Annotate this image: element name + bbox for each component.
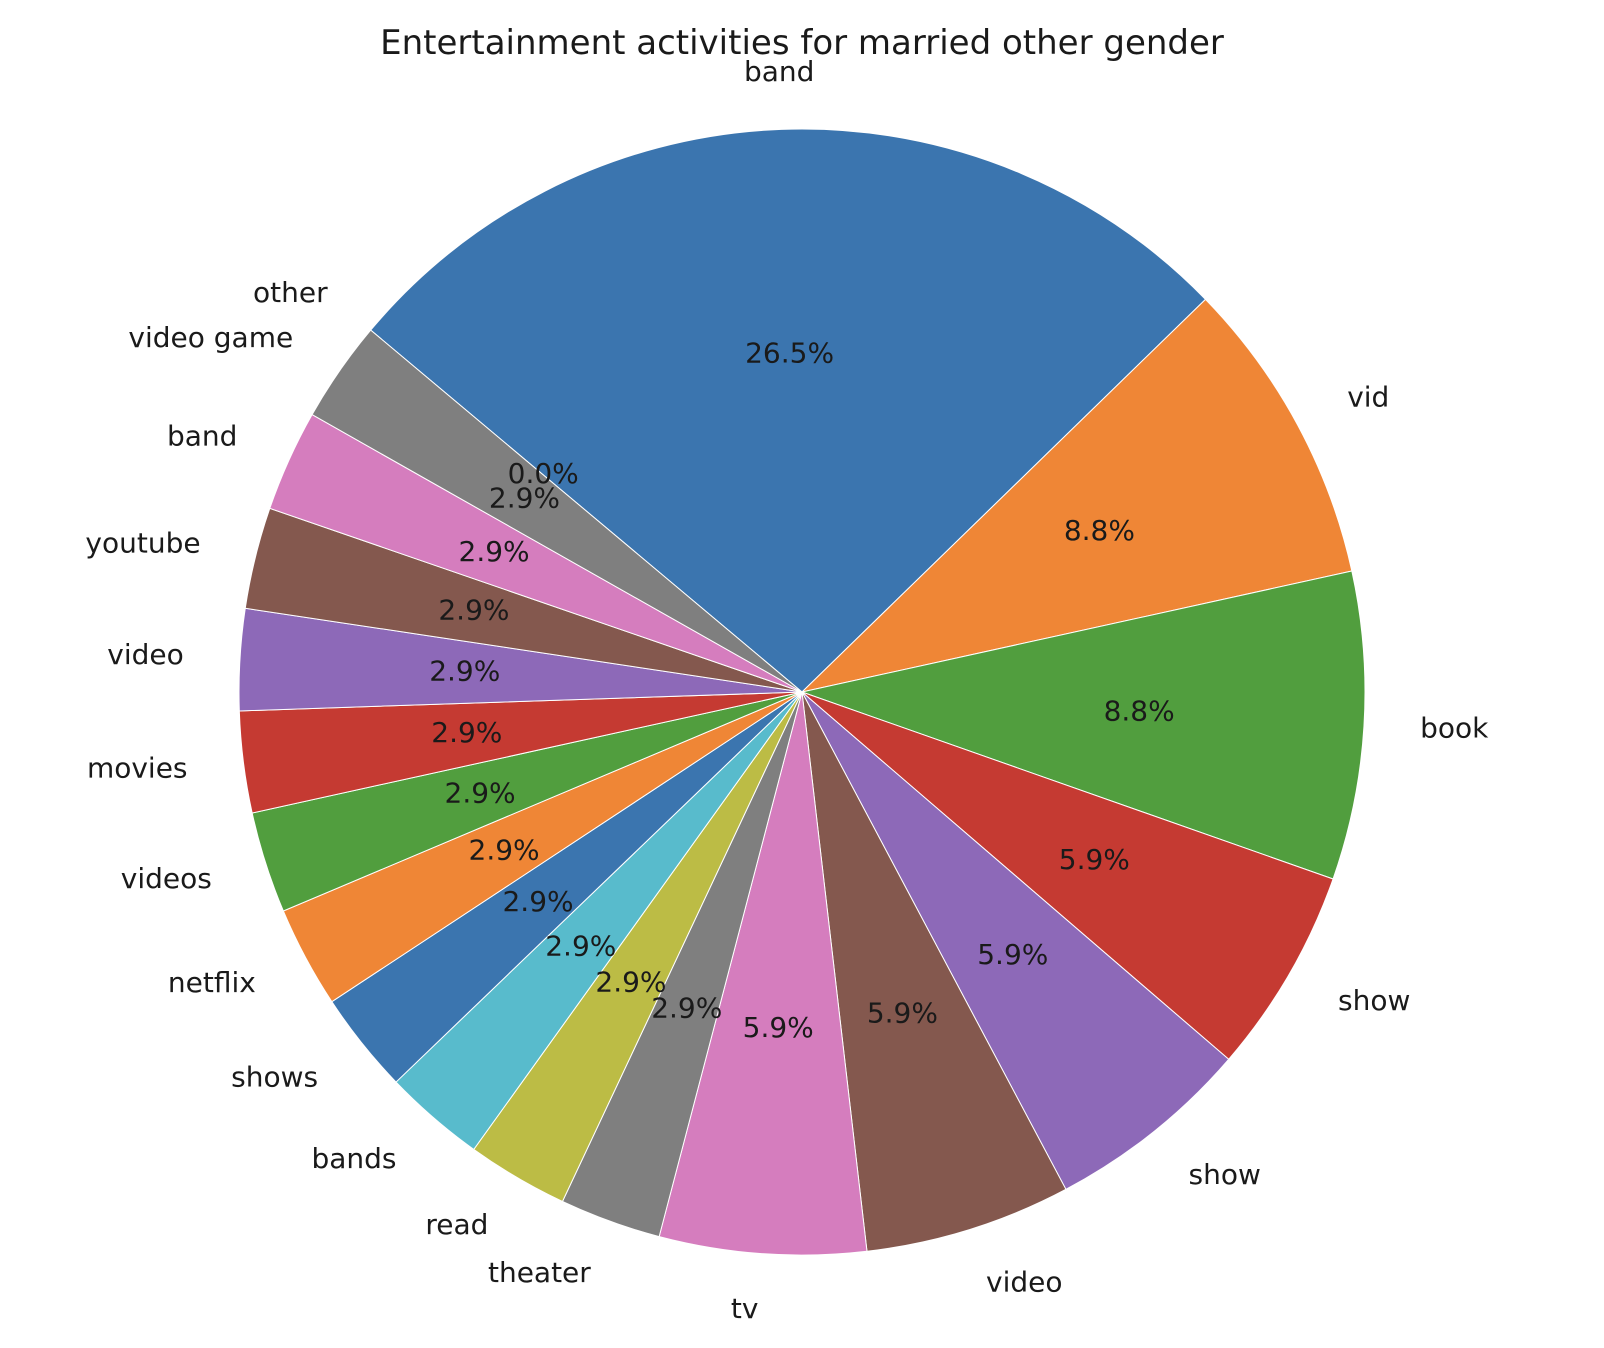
slice-percent-0: 26.5% (745, 336, 834, 369)
slice-percent-3: 5.9% (1059, 843, 1130, 876)
slice-label-0: band (744, 55, 814, 88)
pie-labels: bandvidbookshowshowvideotvtheaterreadban… (85, 55, 1489, 1325)
slice-label-10: shows (231, 1060, 318, 1093)
pie-slice-1 (800, 298, 1353, 693)
chart-title: Entertainment activities for married oth… (380, 23, 1224, 63)
pie-slice-4 (801, 691, 1230, 1190)
slice-label-17: video game (128, 321, 293, 354)
pie-slice-0 (370, 128, 1207, 693)
slice-label-1: vid (1347, 380, 1389, 413)
slice-label-2: book (1420, 712, 1489, 745)
pie-slice-6 (658, 691, 868, 1256)
slice-percent-2: 8.8% (1104, 695, 1175, 728)
pie-slices (238, 128, 1366, 1256)
slice-label-13: movies (87, 751, 188, 784)
slice-percent-9: 2.9% (545, 929, 616, 962)
slice-percent-1: 8.8% (1064, 514, 1135, 547)
slice-label-15: youtube (85, 526, 200, 559)
slice-label-5: video (986, 1265, 1062, 1298)
slice-label-6: tv (731, 1292, 759, 1325)
slice-percent-12: 2.9% (445, 776, 516, 809)
slice-label-12: videos (121, 862, 212, 895)
pie-slice-3 (801, 691, 1334, 1061)
slice-percent-16: 2.9% (459, 535, 530, 568)
slice-label-11: netflix (168, 966, 256, 999)
slice-label-16: band (167, 419, 237, 452)
slice-label-9: bands (311, 1142, 396, 1175)
slice-percent-11: 2.9% (469, 833, 540, 866)
pie-slice-5 (801, 691, 1067, 1252)
slice-label-4: show (1188, 1158, 1260, 1191)
slice-label-3: show (1338, 984, 1410, 1017)
slice-percent-15: 2.9% (438, 593, 509, 626)
slice-percent-14: 2.9% (429, 654, 500, 687)
pie-slice-2 (800, 570, 1366, 880)
slice-label-7: theater (488, 1256, 591, 1289)
slice-label-18: other (253, 276, 328, 309)
slice-label-14: video (107, 638, 183, 671)
slice-percent-8: 2.9% (595, 965, 666, 998)
pie-percent-labels: 26.5%8.8%8.8%5.9%5.9%5.9%5.9%2.9%2.9%2.9… (429, 336, 1175, 1044)
slice-percent-5: 5.9% (867, 997, 938, 1030)
pie-slice-17 (311, 329, 803, 693)
slice-percent-13: 2.9% (431, 716, 502, 749)
slice-percent-17: 2.9% (489, 481, 560, 514)
slice-percent-18: 0.0% (508, 457, 579, 490)
slice-percent-6: 5.9% (743, 1011, 814, 1044)
slice-percent-7: 2.9% (651, 992, 722, 1025)
slice-percent-4: 5.9% (977, 938, 1048, 971)
slice-label-8: read (425, 1208, 488, 1241)
slice-percent-10: 2.9% (502, 885, 573, 918)
